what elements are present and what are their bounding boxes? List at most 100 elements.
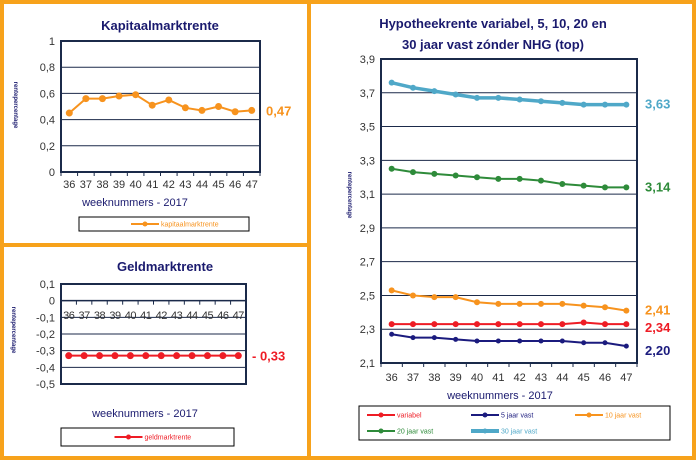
x-tick-label: 38 [428,372,440,384]
data-point [623,343,629,349]
y-tick-label: 0,8 [40,62,55,74]
data-point [580,302,587,309]
x-tick-label: 42 [514,372,526,384]
data-point [602,340,608,346]
data-point [452,294,459,301]
data-point [181,104,189,112]
data-point [580,101,587,108]
x-tick-label: 38 [96,179,108,191]
series-line [391,167,627,189]
data-point [538,300,544,307]
x-tick-label: 45 [578,372,590,384]
data-point [623,184,630,191]
x-tick-label: 36 [386,372,398,384]
end-value-label: 3,63 [645,97,670,112]
y-tick-label: 3,5 [360,122,375,134]
data-point [559,99,566,106]
series-line [391,80,627,107]
data-point [215,103,223,110]
y-tick-label: 2,5 [360,290,375,302]
chart-title-line2: 30 jaar vast zónder NHG (top) [402,37,584,52]
x-tick-label: 37 [80,179,92,191]
legend-label: 20 jaar vast [397,429,433,436]
data-point [431,170,438,177]
chart-title: Hypotheekrente variabel, 5, 10, 20 en [379,16,607,31]
data-point [602,321,608,328]
legend-box [358,405,671,441]
data-point [234,352,242,360]
panel-divider-vertical [307,0,311,460]
y-axis-label: rentepercentage [10,307,16,354]
data-point [580,319,587,326]
data-point [410,169,416,176]
data-point [453,336,459,342]
data-point [431,294,438,301]
x-tick-label: 36 [63,179,75,191]
data-point [474,299,480,306]
data-point [559,300,566,307]
y-tick-label: -0,1 [36,312,55,324]
data-point [126,352,134,360]
x-tick-label: 46 [229,179,241,191]
legend-label: kapitaalmarktrente [161,222,219,229]
legend-marker [126,434,131,440]
legend: variabel 5 jaar vast 10 jaar vast 20 jaar v… [358,405,671,441]
data-point [516,321,523,328]
data-point [452,321,459,328]
data-point [474,338,480,344]
data-point [157,352,165,360]
data-point [538,177,544,184]
panel-divider-horizontal [0,243,309,247]
x-tick-label: 40 [471,372,483,384]
x-tick-label: 47 [233,310,245,322]
legend-marker [482,412,488,418]
legend-label: 10 jaar vast [605,413,641,420]
data-point [495,300,502,307]
x-tick-label: 47 [246,179,258,191]
end-value-label: 3,14 [645,179,671,194]
y-tick-label: 0 [49,296,55,308]
x-tick-label: 45 [212,179,224,191]
data-point [581,340,587,346]
data-point [410,321,416,328]
x-tick-label: 43 [535,372,547,384]
data-point [248,106,256,114]
y-axis-label: rentepercentage [12,82,18,129]
data-point [623,307,630,314]
chart-title: Geldmarktrente [117,259,213,274]
chart-geld: Geldmarktrente 0,1 0 -0,1 -0,2 -0,3 -0,4 -0,5 36… [10,259,285,447]
x-tick-label: 42 [156,310,168,322]
y-tick-label: 0 [49,167,55,179]
data-point [495,321,502,328]
y-tick-label: 3,9 [360,54,375,66]
y-tick-label: -0,3 [36,346,55,358]
data-point [495,175,502,182]
y-tick-label: -0,2 [36,329,55,341]
data-point [165,96,173,104]
data-point [410,335,416,341]
data-point [219,352,227,360]
x-tick-label: 43 [179,179,191,191]
legend-marker [378,412,384,418]
data-point [80,352,88,360]
data-point [623,321,630,328]
y-tick-label: 2,1 [360,358,375,370]
x-tick-label: 46 [599,372,611,384]
data-point [431,88,438,95]
plot-area [60,283,247,385]
y-tick-label: -0,4 [36,362,55,374]
data-point [516,300,523,307]
data-point [96,352,104,360]
plot-area [60,40,261,173]
data-point [559,180,566,187]
y-tick-label: 0,1 [40,279,55,291]
x-axis-label: weeknummers - 2017 [81,197,188,209]
x-tick-label: 36 [63,310,75,322]
x-tick-label: 41 [146,179,158,191]
series-30-jaar-vast: 3,63 [388,79,670,112]
data-point [142,352,150,360]
series-line [391,333,627,348]
data-point [431,335,437,341]
data-point [98,95,106,103]
legend-label: variabel [397,413,422,420]
